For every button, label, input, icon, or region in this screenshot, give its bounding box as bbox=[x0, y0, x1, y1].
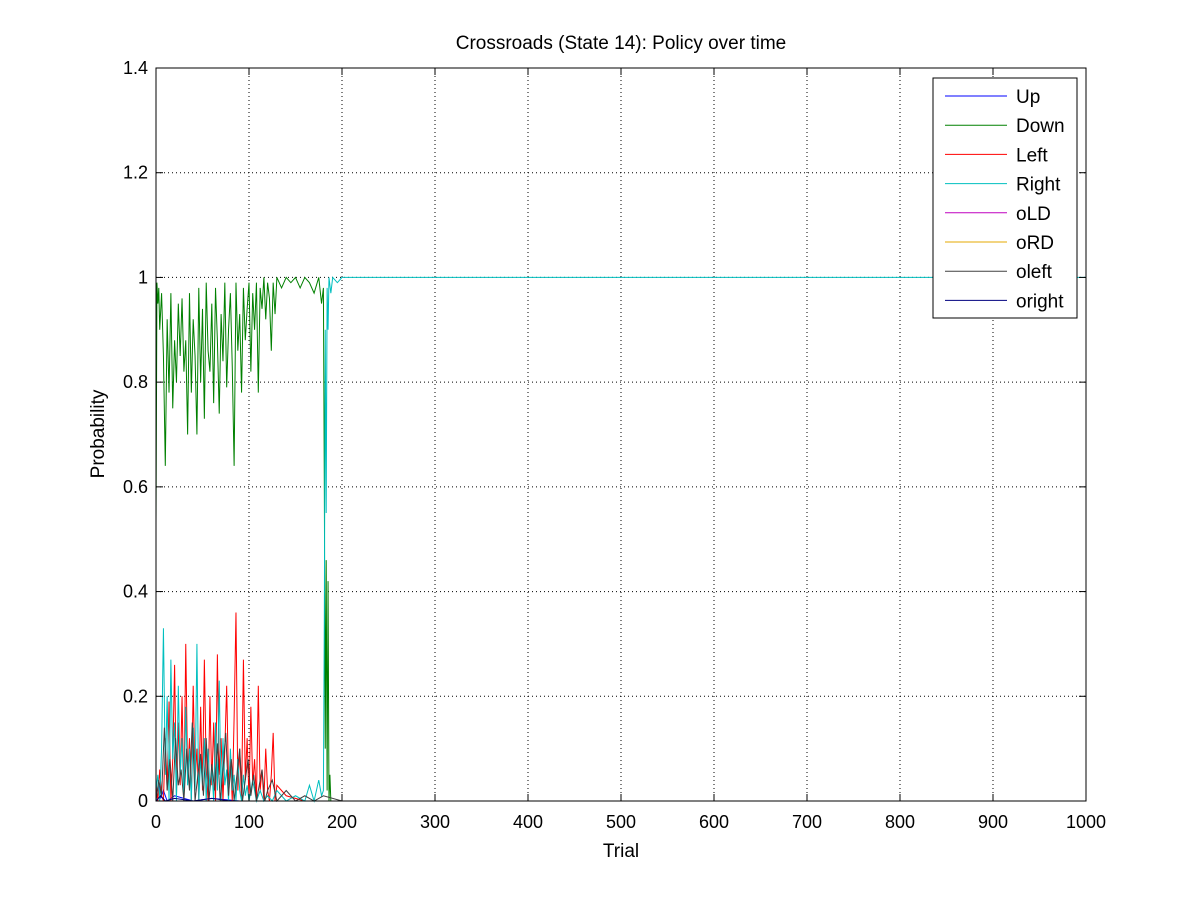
x-tick-label: 800 bbox=[885, 812, 915, 832]
axis-ticks: 0 100 200 300 400 500 600 700 800 900 1000 0 0.2 0.4 0… bbox=[123, 58, 1106, 832]
x-tick-label: 200 bbox=[327, 812, 357, 832]
y-tick-label: 1.4 bbox=[123, 58, 148, 78]
x-tick-label: 500 bbox=[606, 812, 636, 832]
x-tick-label: 400 bbox=[513, 812, 543, 832]
legend-label-oleft: oleft bbox=[1016, 262, 1053, 283]
x-tick-label: 700 bbox=[792, 812, 822, 832]
legend-label-right: Right bbox=[1016, 175, 1061, 196]
y-tick-label: 1 bbox=[138, 267, 148, 287]
legend-label-down: Down bbox=[1016, 116, 1065, 137]
y-tick-label: 0 bbox=[138, 791, 148, 811]
series-line-oleft bbox=[155, 722, 1086, 803]
y-tick-label: 0.8 bbox=[123, 372, 148, 392]
x-axis-label: Trial bbox=[603, 841, 639, 862]
y-tick-label: 0.2 bbox=[123, 686, 148, 706]
chart-title: Crossroads (State 14): Policy over time bbox=[456, 33, 787, 54]
legend-label-oright: oright bbox=[1016, 291, 1064, 312]
y-tick-label: 0.6 bbox=[123, 477, 148, 497]
y-tick-label: 0.4 bbox=[123, 582, 148, 602]
legend-label-left: Left bbox=[1016, 145, 1048, 166]
legend-label-ord: oRD bbox=[1016, 233, 1054, 254]
legend: Up Down Left Right oLD oRD oleft oright bbox=[932, 77, 1078, 319]
x-tick-label: 900 bbox=[978, 812, 1008, 832]
x-tick-label: 1000 bbox=[1066, 812, 1106, 832]
legend-box bbox=[932, 77, 1078, 319]
x-tick-label: 100 bbox=[234, 812, 264, 832]
x-tick-label: 0 bbox=[151, 812, 161, 832]
y-tick-label: 1.2 bbox=[123, 163, 148, 183]
legend-label-up: Up bbox=[1016, 87, 1040, 108]
plot-area bbox=[156, 68, 1086, 801]
y-axis-label: Probability bbox=[88, 389, 109, 478]
legend-label-old: oLD bbox=[1016, 204, 1051, 225]
x-tick-label: 600 bbox=[699, 812, 729, 832]
series-line-down bbox=[155, 276, 1086, 802]
x-tick-label: 300 bbox=[420, 812, 450, 832]
series-line-right bbox=[155, 276, 1086, 803]
